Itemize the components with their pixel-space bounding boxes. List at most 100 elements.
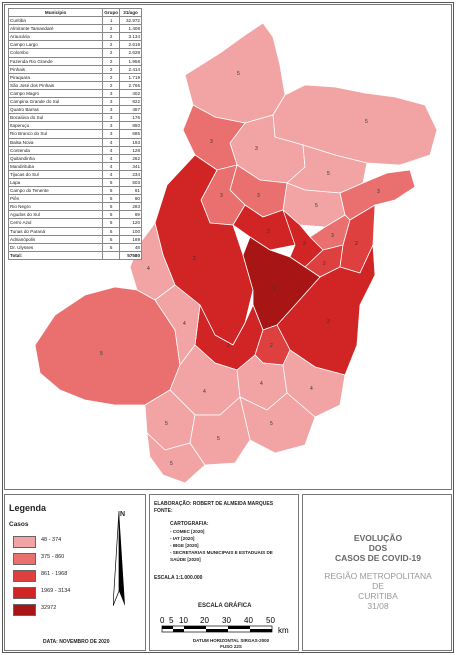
svg-text:5: 5: [170, 461, 173, 467]
table-total-empty: [102, 250, 121, 260]
table-cell-municipio: Contenda: [7, 145, 104, 155]
table-cell-municipio: Pinhais: [7, 64, 104, 74]
table-cell-municipio: Quatro Barras: [7, 105, 104, 115]
region-line: DE: [372, 581, 384, 591]
table-total-label: Total:: [7, 250, 104, 260]
table-cell-casos: 2.414: [119, 64, 142, 74]
legend-swatch: [13, 570, 36, 582]
credits-elaboration: ELABORAÇÃO: ROBERT DE ALMEIDA MARQUES FO…: [154, 501, 299, 515]
scale-text: ESCALA 1:1.000.000: [154, 575, 203, 581]
table-cell-grupo: 3: [102, 113, 121, 123]
table-cell-casos: 850: [119, 121, 142, 131]
table-row: Rio Branco do Sul 3 685: [7, 129, 142, 139]
table-row: Piên 5 60: [7, 194, 142, 204]
table-row: Quatro Barras 3 457: [7, 105, 142, 115]
table-cell-grupo: 5: [102, 210, 121, 220]
svg-text:2: 2: [270, 343, 273, 349]
scale-tick: 20: [200, 616, 209, 625]
svg-text:2: 2: [323, 261, 326, 267]
table-cell-grupo: 5: [102, 226, 121, 236]
datum-line: DATUM HORIZONTAL SIRGAS-2000: [192, 638, 270, 643]
municipality-agudos: [239, 392, 316, 454]
table-cell-grupo: 5: [102, 194, 121, 204]
table-header-municipio: Município: [7, 7, 104, 18]
legend-item: 1969 - 3134: [13, 586, 113, 599]
svg-text:4: 4: [203, 389, 206, 395]
svg-text:3: 3: [210, 139, 213, 145]
table-body: Curitiba 1 32.972 Almirante Tamandaré 2 1.408…: [7, 16, 142, 252]
table-cell-casos: 193: [119, 137, 142, 147]
table-cell-municipio: Dr. Ulysses: [7, 242, 104, 252]
table-cell-grupo: 4: [102, 137, 121, 147]
table-row: Balsa Nova 4 193: [7, 137, 142, 147]
table-row: Itaperuçu 3 850: [7, 121, 142, 131]
table-cell-municipio: Campo do Tenente: [7, 186, 104, 196]
table-cell-grupo: 3: [102, 121, 121, 131]
svg-text:5: 5: [365, 119, 368, 125]
table-cell-municipio: Almirante Tamandaré: [7, 24, 104, 34]
table-cell-casos: 176: [119, 113, 142, 123]
map-title: EVOLUÇÃO DOS CASOS DE COVID-19: [303, 533, 453, 563]
svg-text:2: 2: [355, 241, 358, 247]
table-cell-grupo: 5: [102, 202, 121, 212]
municipality-rio-negro: [146, 432, 206, 484]
table-row: Adrianópolis 5 169: [7, 234, 142, 244]
table-cell-casos: 685: [119, 129, 142, 139]
table-cell-municipio: Curitiba: [7, 16, 104, 26]
table-row: Araucária 2 3.134: [7, 32, 142, 42]
table-cell-municipio: Agudos do Sul: [7, 210, 104, 220]
svg-text:2: 2: [193, 256, 196, 262]
table-row: Agudos do Sul 5 69: [7, 210, 142, 220]
svg-text:5: 5: [327, 171, 330, 177]
table-cell-grupo: 4: [102, 169, 121, 179]
table-row: Piraquara 2 1.719: [7, 72, 142, 82]
municipality-curitiba: [242, 236, 321, 331]
table-row: Quitandinha 4 262: [7, 153, 142, 163]
svg-text:4: 4: [260, 381, 263, 387]
region-line: CURITIBA: [358, 591, 398, 601]
graphic-scale-title: ESCALA GRÁFICA: [198, 603, 252, 609]
legend-label: 48 - 374: [41, 537, 62, 543]
table-row: Tunas do Paraná 5 100: [7, 226, 142, 236]
table-cell-casos: 341: [119, 161, 142, 171]
cartography-heading: CARTOGRAFIA:: [170, 521, 209, 527]
source-text: FONTE:: [154, 508, 173, 514]
table-cell-grupo: 4: [102, 161, 121, 171]
svg-text:2: 2: [327, 319, 330, 325]
title-line: DOS: [368, 543, 388, 553]
table-cell-casos: 822: [119, 97, 142, 107]
table-cell-grupo: 3: [102, 97, 121, 107]
legend-item: 375 - 860: [13, 552, 113, 565]
table-cell-grupo: 3: [102, 88, 121, 99]
table-row: Campo Largo 2 2.619: [7, 40, 142, 50]
map-svg: 553 553 333 322 222 212 245 444 455 55: [34, 22, 438, 484]
legend-swatch: [13, 553, 36, 565]
table-cell-municipio: Piraquara: [7, 72, 104, 82]
table-cell-grupo: 3: [102, 105, 121, 115]
svg-text:2: 2: [303, 241, 306, 247]
table-cell-grupo: 2: [102, 48, 121, 58]
svg-text:3: 3: [377, 189, 380, 195]
table-cell-casos: 402: [119, 88, 142, 99]
cartography-list: - COMEC [2020] - IAT [2020] - IBGE [2020…: [170, 528, 290, 563]
title-date: 31/08: [367, 601, 389, 611]
table-cell-grupo: 2: [102, 32, 121, 42]
table-total-value: 57580: [119, 250, 142, 260]
table-row: Mandirituba 4 341: [7, 161, 142, 171]
map-footer: Legenda Casos 48 - 374 375 - 860 861 - 196…: [4, 494, 452, 651]
table-cell-casos: 262: [119, 153, 142, 163]
legend-title: Legenda: [9, 503, 47, 513]
elaboration-text: ELABORAÇÃO: ROBERT DE ALMEIDA MARQUES: [154, 501, 274, 507]
title-line: CASOS DE COVID-19: [335, 553, 421, 563]
fuso-line: FUSO 22S: [220, 644, 242, 649]
scale-tick: 10: [179, 616, 188, 625]
svg-text:5: 5: [315, 203, 318, 209]
table-cell-casos: 120: [119, 218, 142, 228]
table-cell-grupo: 5: [102, 177, 121, 188]
scale-tick: 30: [222, 616, 231, 625]
table-cell-municipio: Lapa: [7, 177, 104, 188]
municipality-adrianopolis: [184, 22, 286, 124]
table-cell-grupo: 5: [102, 186, 121, 196]
